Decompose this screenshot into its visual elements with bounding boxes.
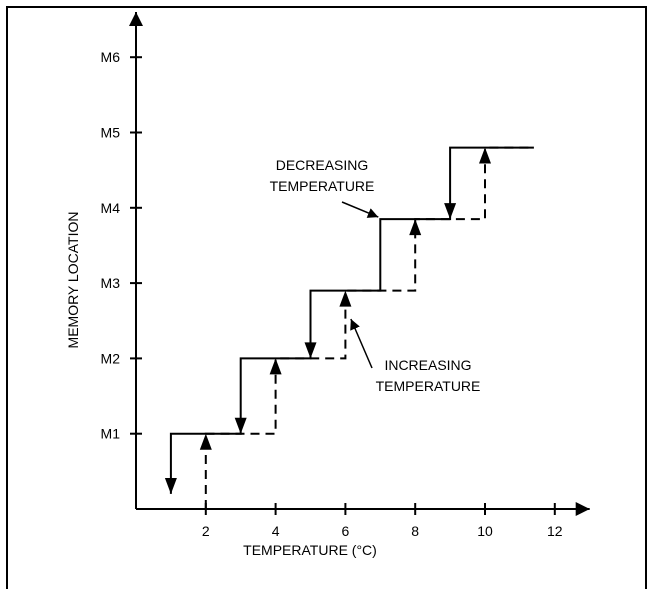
- up-arrowhead: [199, 433, 212, 450]
- decreasing-step-line: [169, 146, 534, 494]
- x-axis-label: TEMPERATURE (°C): [243, 542, 377, 558]
- y-tick-label: M1: [101, 426, 121, 442]
- annotation-decreasing-pointer: [341, 201, 379, 218]
- y-axis-label: MEMORY LOCATION: [65, 212, 81, 349]
- x-tick-label: 8: [411, 523, 419, 539]
- x-tick-label: 10: [477, 523, 493, 539]
- arrows-layer: [164, 147, 491, 494]
- up-arrowhead: [339, 290, 352, 307]
- annotation-decreasing-text: TEMPERATURE: [270, 178, 375, 194]
- ticks: 2 4 6 8 10 12 M1 M2 M3 M4 M5 M6: [101, 49, 563, 539]
- annotation-increasing-text: INCREASING: [384, 357, 471, 373]
- y-tick-label: M5: [101, 125, 121, 141]
- chart-frame: [6, 6, 647, 589]
- axes: [129, 12, 590, 516]
- y-tick-label: M6: [101, 49, 121, 65]
- annotation-increasing-pointer: [350, 318, 373, 369]
- x-tick-label: 4: [272, 523, 280, 539]
- up-arrowhead: [269, 358, 282, 375]
- up-arrowhead: [409, 219, 422, 236]
- annotations-layer: DECREASING TEMPERATURE INCREASING TEMPERATU…: [270, 157, 481, 394]
- increasing-step-line: [204, 146, 534, 509]
- down-arrowhead: [164, 477, 177, 494]
- y-tick-label: M3: [101, 275, 121, 291]
- down-arrowhead: [234, 417, 247, 434]
- x-tick-label: 6: [342, 523, 350, 539]
- up-arrowhead: [479, 147, 491, 164]
- series-layer: [169, 146, 534, 509]
- annotation-increasing-text: TEMPERATURE: [376, 378, 481, 394]
- x-tick-label: 12: [547, 523, 563, 539]
- x-tick-label: 2: [202, 523, 210, 539]
- annotation-decreasing-text: DECREASING: [276, 157, 369, 173]
- y-tick-label: M2: [101, 350, 121, 366]
- down-arrowhead: [304, 342, 317, 359]
- y-tick-label: M4: [101, 200, 121, 216]
- down-arrowhead: [444, 203, 457, 220]
